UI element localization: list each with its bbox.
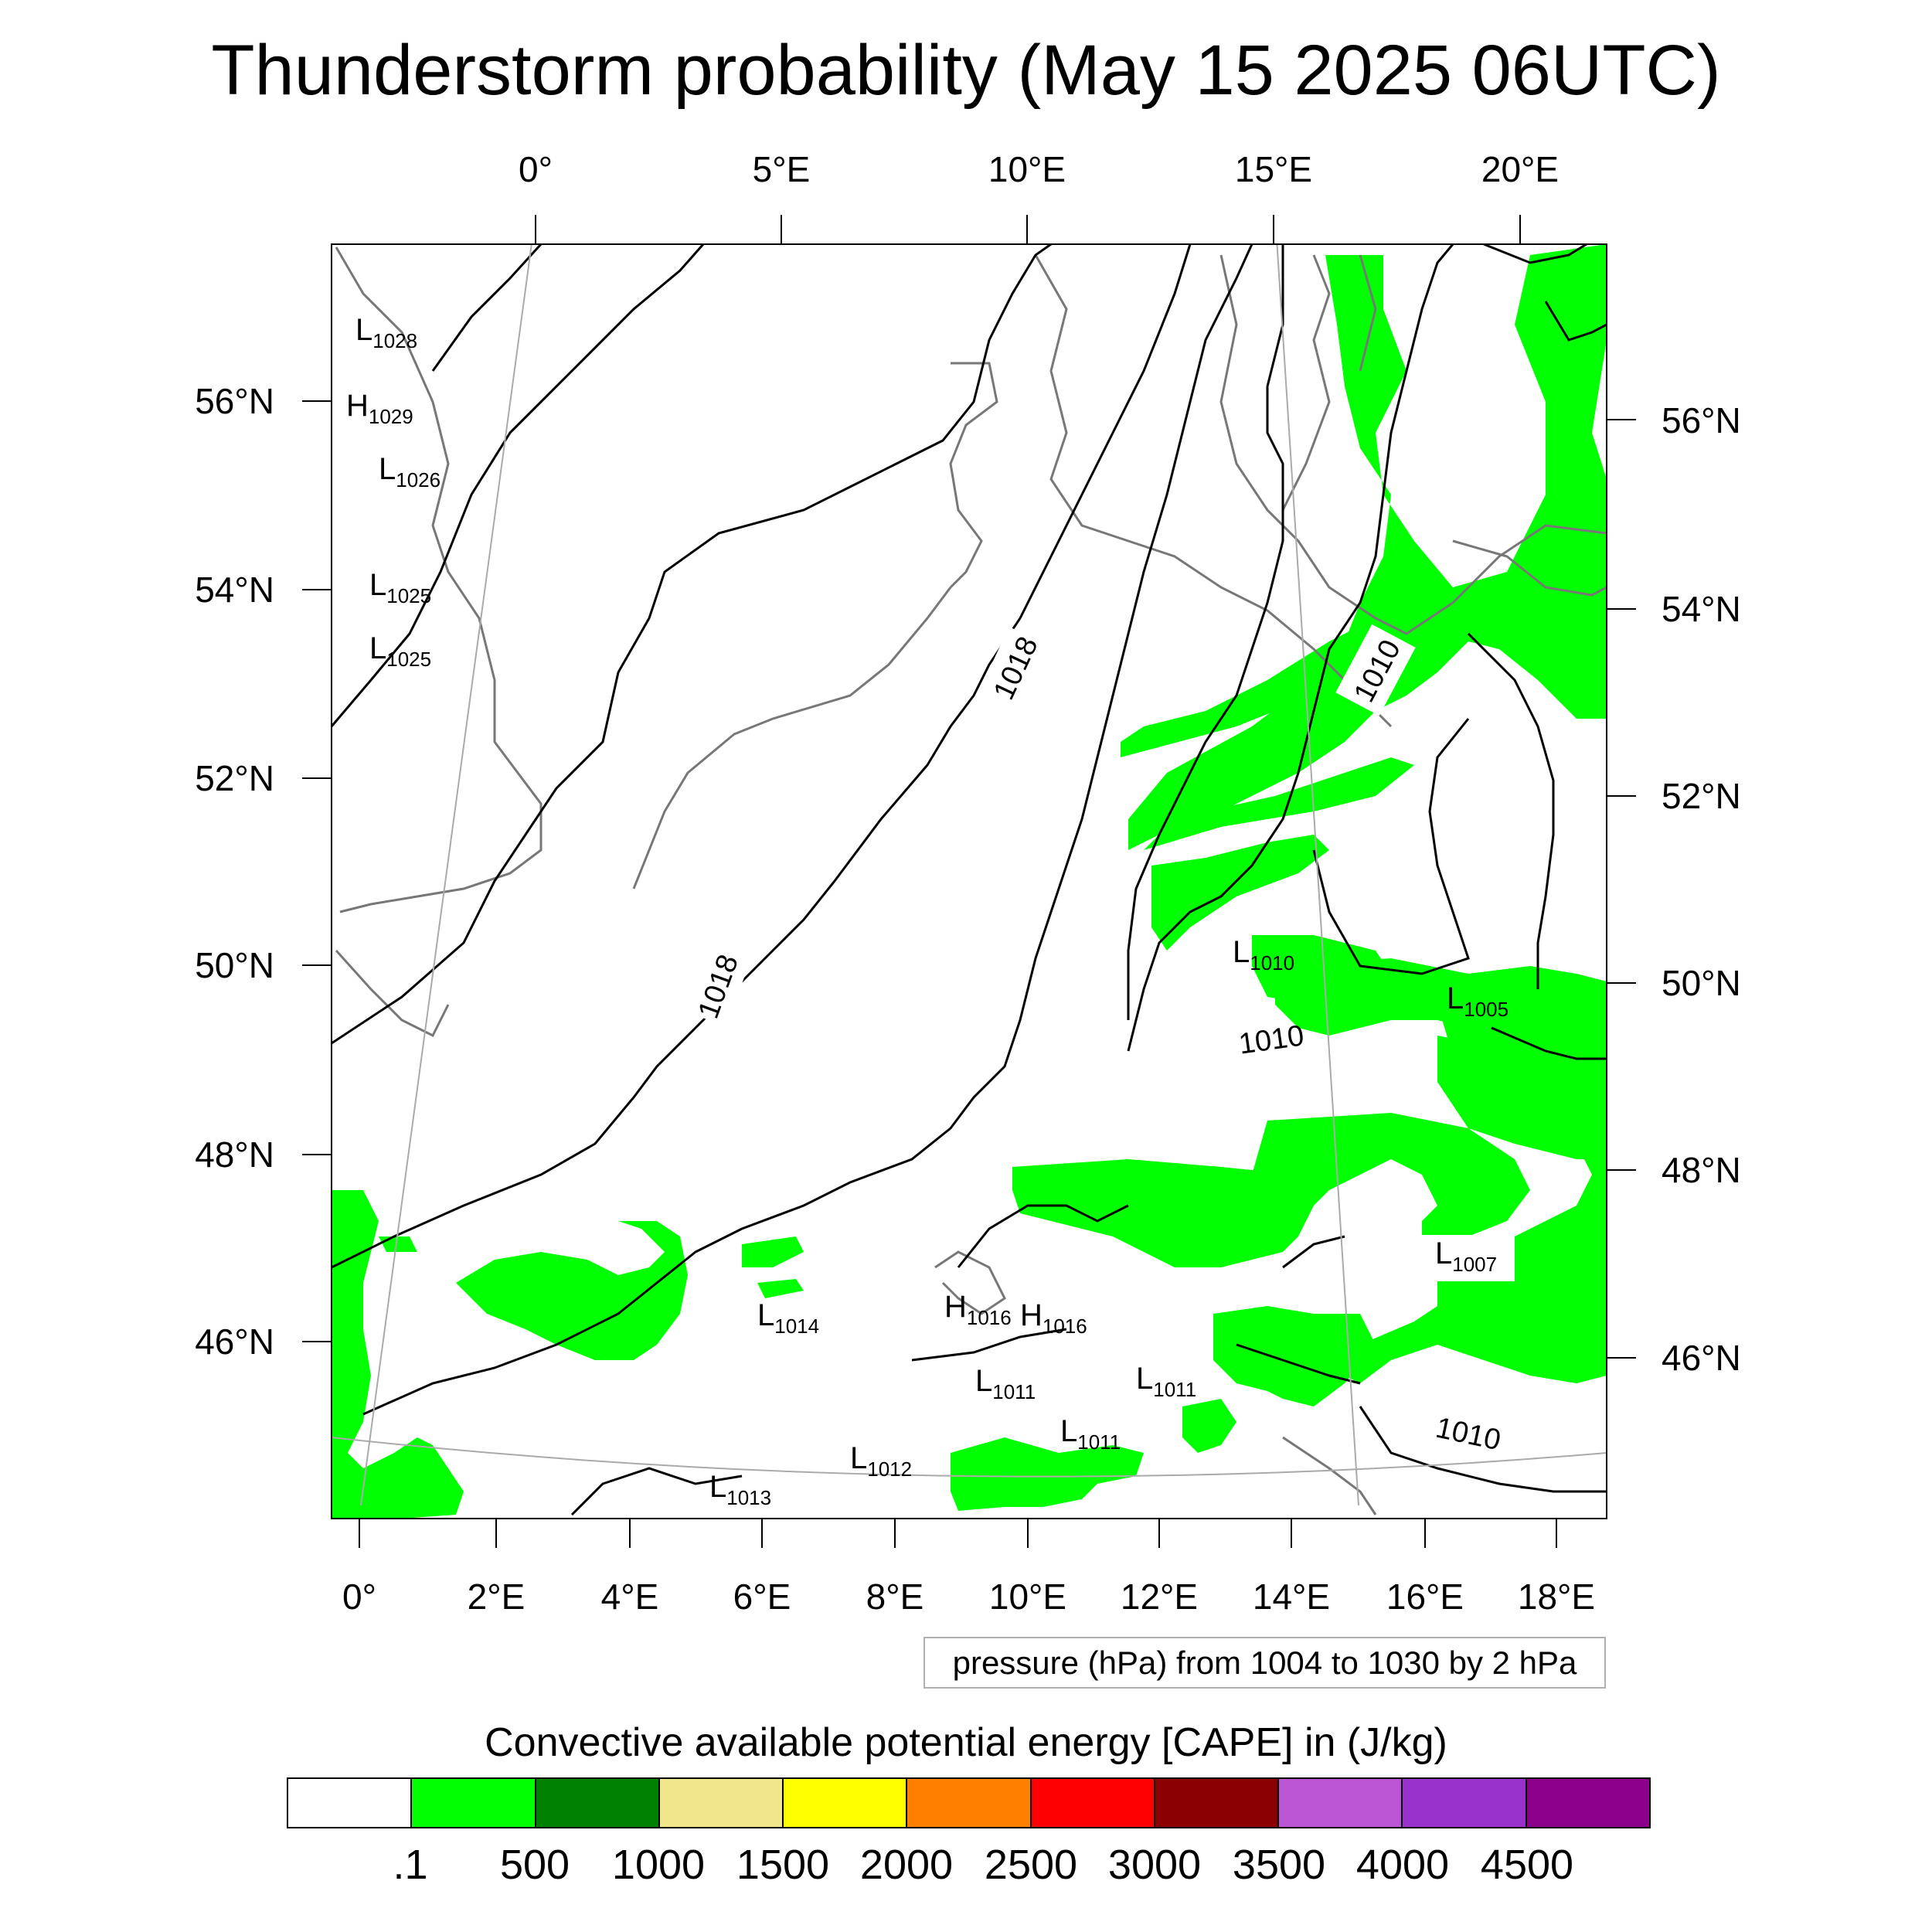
colorbar-tick-label: 500: [499, 1842, 570, 1888]
pressure-centre: L1025: [369, 568, 431, 607]
pressure-centre: L1007: [1435, 1236, 1497, 1276]
left-lat-label: 50°N: [195, 945, 274, 985]
pressure-centre: L1025: [369, 631, 431, 671]
bottom-lon-label: 2°E: [468, 1577, 526, 1617]
map-title: Thunderstorm probability (May 15 2025 06…: [211, 31, 1721, 110]
colorbar-tick-label: 4000: [1355, 1842, 1450, 1888]
pressure-centre: L1011: [1060, 1414, 1121, 1454]
colorbar-swatch: [784, 1779, 908, 1827]
left-lat-label: 54°N: [195, 570, 274, 610]
right-lat-label: 54°N: [1662, 589, 1741, 629]
isobar-labels: 1018 1018 1010 1010 1010: [684, 624, 1504, 1458]
right-lat-label: 52°N: [1662, 776, 1741, 816]
colorbar-title: Convective available potential energy [C…: [485, 1720, 1447, 1765]
isobar-label: 1010: [1433, 1412, 1503, 1458]
top-lon-label: 15°E: [1235, 149, 1312, 189]
isobars: [332, 244, 1607, 1516]
pressure-centre: L1005: [1447, 981, 1509, 1021]
pressure-centre: H1016: [944, 1290, 1012, 1329]
cape-shading: [332, 244, 1607, 1519]
left-lat-label: 46°N: [195, 1321, 274, 1362]
bottom-lon-label: 16°E: [1386, 1577, 1464, 1617]
colorbar-swatch: [412, 1779, 536, 1827]
isobar-label: 1010: [1236, 1019, 1306, 1060]
pressure-centre: H1029: [346, 389, 413, 428]
pressure-centre: L1028: [355, 313, 417, 352]
colorbar-tick-label: .1: [393, 1842, 428, 1888]
top-lon-label: 20°E: [1481, 149, 1559, 189]
bottom-lon-label: 14°E: [1253, 1577, 1330, 1617]
pressure-centre: L1026: [379, 452, 440, 492]
colorbar-tick-label: 1500: [736, 1842, 830, 1888]
colorbar-swatch: [1403, 1779, 1527, 1827]
pressure-centre: L1013: [709, 1470, 771, 1509]
map-panel: [332, 244, 1607, 1519]
right-lat-label: 46°N: [1662, 1338, 1741, 1378]
graticule: [332, 244, 1607, 1506]
right-lat-label: 56°N: [1662, 400, 1741, 440]
left-lat-label: 48°N: [195, 1134, 274, 1175]
bottom-lon-label: 6°E: [733, 1577, 791, 1617]
colorbar-swatch: [1155, 1779, 1280, 1827]
colorbar-swatch: [659, 1779, 784, 1827]
pressure-centre: L1014: [757, 1298, 819, 1338]
pressure-centre: L1010: [1233, 935, 1294, 975]
colorbar-swatch: [1526, 1779, 1649, 1827]
bottom-lon-label: 18°E: [1518, 1577, 1595, 1617]
top-lon-label: 10°E: [988, 149, 1066, 189]
colorbar-tick-label: 2500: [984, 1842, 1078, 1888]
colorbar-tick-label: 3000: [1107, 1842, 1202, 1888]
bottom-lon-label: 10°E: [989, 1577, 1066, 1617]
colorbar-tick-label: 2000: [859, 1842, 954, 1888]
bottom-lon-label: 0°: [342, 1577, 376, 1617]
left-lat-label: 56°N: [195, 381, 274, 421]
contour-info-box: pressure (hPa) from 1004 to 1030 by 2 hP…: [923, 1637, 1606, 1689]
pressure-centre: L1011: [1136, 1362, 1196, 1401]
bottom-lon-label: 12°E: [1121, 1577, 1198, 1617]
colorbar-swatch: [1279, 1779, 1403, 1827]
colorbar-tick-label: 4500: [1480, 1842, 1574, 1888]
top-lon-label: 0°: [519, 149, 553, 189]
tick-marks: [302, 215, 1636, 1548]
axis-labels: 0° 5°E 10°E 15°E 20°E 0° 2°E 4°E 6°E 8°E…: [195, 149, 1741, 1617]
colorbar-swatch: [1031, 1779, 1155, 1827]
map-frame: [331, 243, 1607, 1519]
bottom-lon-label: 8°E: [866, 1577, 924, 1617]
coastlines: [335, 247, 1607, 1515]
colorbar-swatch: [536, 1779, 660, 1827]
colorbar-tick-label: 1000: [611, 1842, 706, 1888]
right-lat-label: 48°N: [1662, 1150, 1741, 1190]
pressure-centre: L1011: [975, 1364, 1036, 1403]
colorbar-swatch: [288, 1779, 413, 1827]
colorbar: [287, 1777, 1651, 1828]
colorbar-tick-label: 3500: [1232, 1842, 1326, 1888]
colorbar-swatch: [907, 1779, 1032, 1827]
left-lat-label: 52°N: [195, 758, 274, 798]
pressure-centres: L1028 H1029 L1026 L1025 L1025 L1014 H101…: [346, 313, 1515, 1509]
top-lon-label: 5°E: [753, 149, 811, 189]
pressure-centre: L1012: [850, 1441, 912, 1481]
bottom-lon-label: 4°E: [601, 1577, 659, 1617]
right-lat-label: 50°N: [1662, 963, 1741, 1003]
pressure-centre: H1016: [1020, 1298, 1087, 1338]
